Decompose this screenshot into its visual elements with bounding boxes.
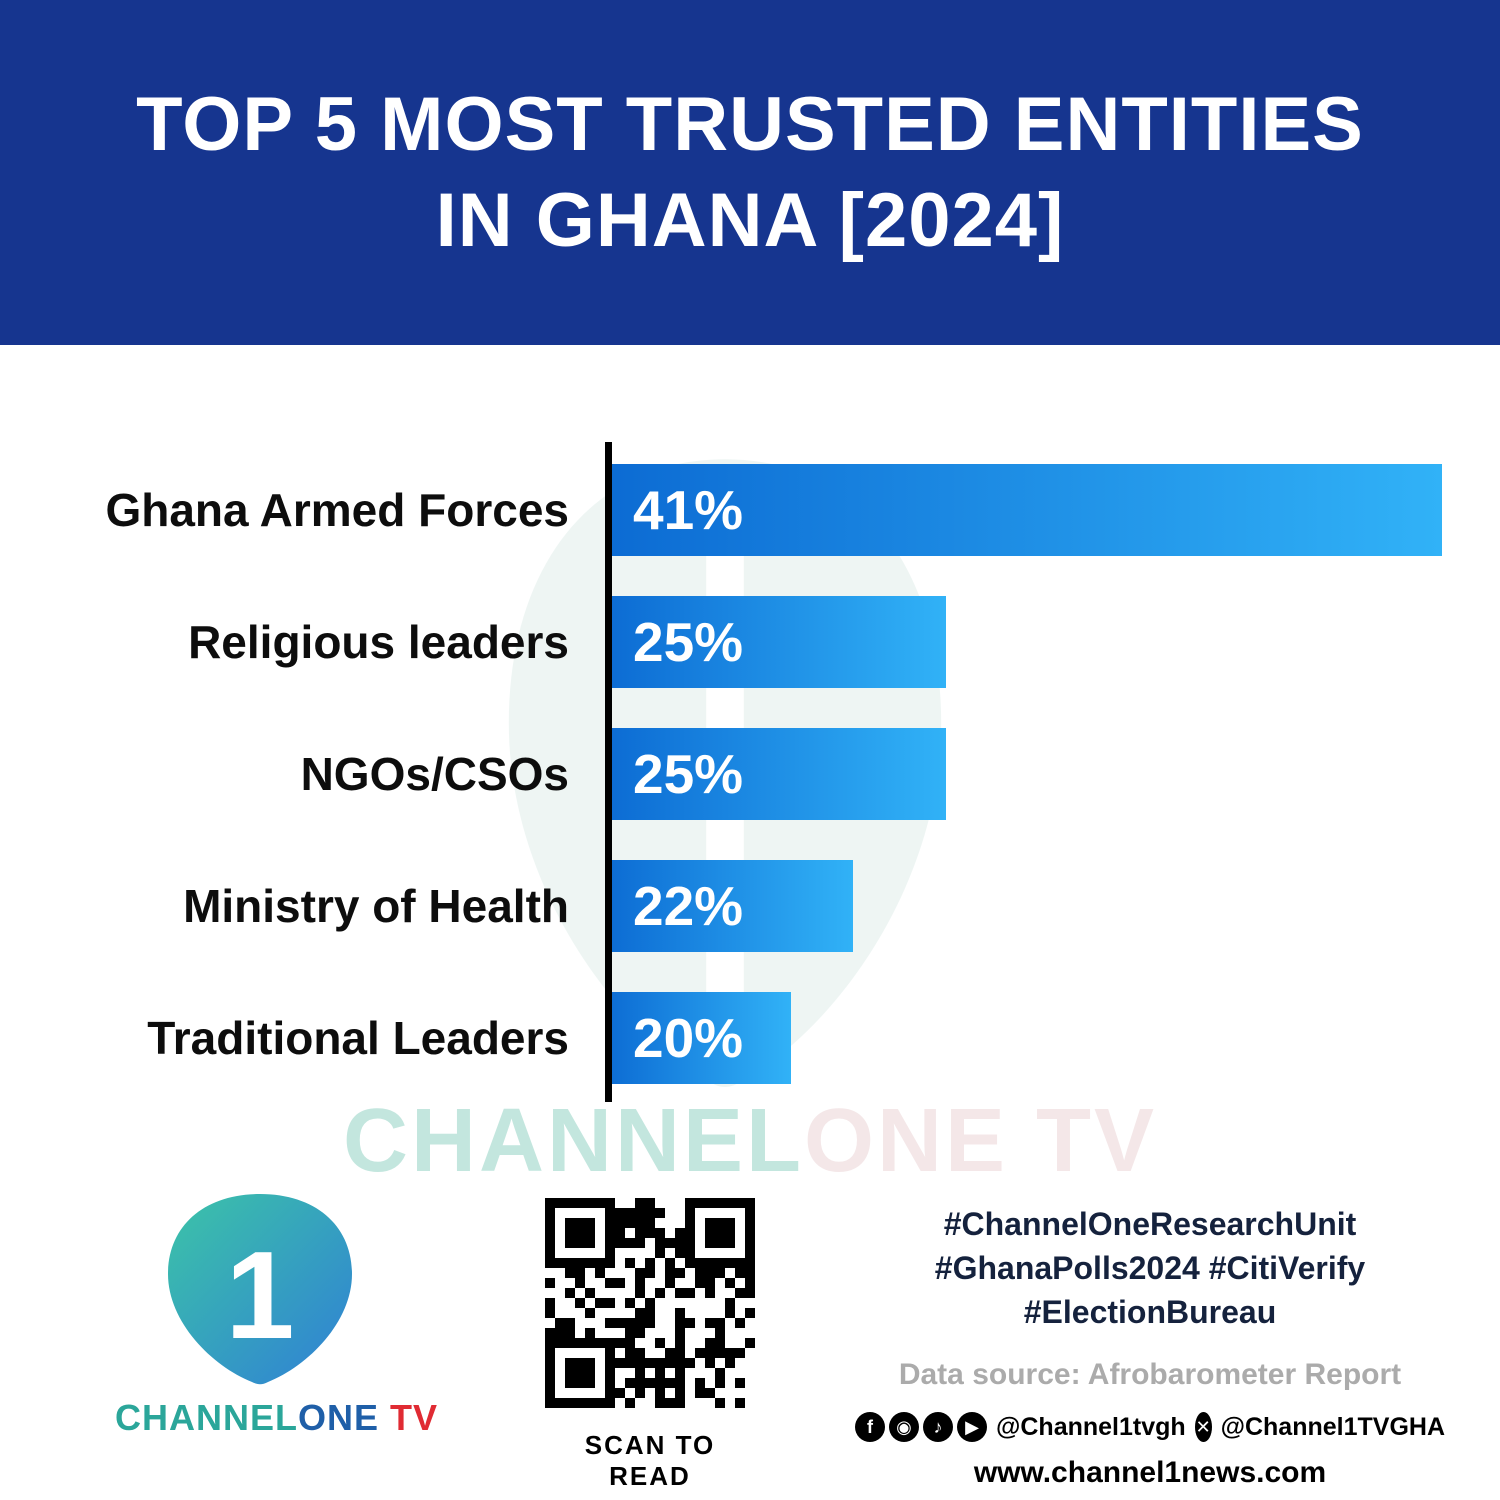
qr-caption: SCAN TO READ	[584, 1430, 716, 1491]
bar-track: 25%	[605, 728, 1442, 820]
social-row: f ◉ ♪ ▶ @Channel1tvgh ✕ @Channel1TVGHA	[855, 1412, 1445, 1442]
category-label: Religious leaders	[188, 616, 569, 668]
category-label: Ghana Armed Forces	[105, 484, 569, 536]
category-label: Ministry of Health	[183, 880, 569, 932]
footer-info: #ChannelOneResearchUnit #GhanaPolls2024 …	[855, 1202, 1445, 1490]
value-label: 25%	[633, 611, 744, 673]
bar-row: Traditional Leaders 20%	[60, 992, 1442, 1084]
category-label: NGOs/CSOs	[300, 748, 569, 800]
page-title-line2: IN GHANA [2024]	[435, 177, 1065, 263]
logo-digit: 1	[226, 1227, 295, 1365]
hashtag-line: #ElectionBureau	[1023, 1294, 1277, 1330]
value-label: 25%	[633, 743, 744, 805]
brand-one: ONE	[298, 1397, 380, 1438]
value-label: 41%	[633, 479, 744, 541]
qr-code	[545, 1198, 755, 1408]
data-source: Data source: Afrobarometer Report	[898, 1358, 1402, 1391]
social-icon-group: f ◉ ♪ ▶	[855, 1412, 987, 1442]
youtube-icon: ▶	[957, 1412, 987, 1442]
category-label: Traditional Leaders	[147, 1012, 569, 1064]
bar-row: Ministry of Health 22%	[60, 860, 1442, 952]
x-icon: ✕	[1194, 1412, 1212, 1442]
value-label: 22%	[633, 875, 744, 937]
website-url: www.channel1news.com	[973, 1456, 1327, 1489]
bar-row: Ghana Armed Forces 41%	[60, 464, 1442, 556]
brand-tv: TV	[379, 1397, 439, 1438]
bar-track: 41%	[605, 464, 1442, 556]
value-label: 20%	[633, 1007, 744, 1069]
bar-chart: Ghana Armed Forces 41% Religious leaders…	[60, 442, 1442, 1146]
bar-track: 22%	[605, 860, 1442, 952]
bar-row: NGOs/CSOs 25%	[60, 728, 1442, 820]
tiktok-icon: ♪	[923, 1412, 953, 1442]
social-handle-1: @Channel1tvgh	[996, 1412, 1186, 1441]
brand-watermark-onetv: ONE TV	[803, 1091, 1158, 1191]
brand-channel: CHANNEL	[115, 1397, 298, 1438]
bar: 41%	[605, 464, 1442, 556]
header-banner: TOP 5 MOST TRUSTED ENTITIES IN GHANA [20…	[0, 0, 1500, 345]
bar: 20%	[605, 992, 791, 1084]
page-title-line1: TOP 5 MOST TRUSTED ENTITIES	[136, 81, 1364, 167]
bar-track: 20%	[605, 992, 1442, 1084]
bar-track: 25%	[605, 596, 1442, 688]
logo-pick-icon: 1	[168, 1194, 352, 1385]
facebook-icon: f	[855, 1412, 885, 1442]
bar: 25%	[605, 728, 946, 820]
bar-row: Religious leaders 25%	[60, 596, 1442, 688]
bar-rows: Ghana Armed Forces 41% Religious leaders…	[60, 446, 1442, 1084]
instagram-icon: ◉	[889, 1412, 919, 1442]
channel-one-logo: 1 CHANNELONE TV	[115, 1190, 437, 1439]
social-handle-2: @Channel1TVGHA	[1220, 1412, 1445, 1441]
bar: 25%	[605, 596, 946, 688]
hashtags: #ChannelOneResearchUnit #GhanaPolls2024 …	[855, 1202, 1445, 1334]
bar: 22%	[605, 860, 853, 952]
axis-line	[605, 442, 612, 1102]
hashtag-line: #GhanaPolls2024 #CitiVerify	[934, 1250, 1366, 1286]
brand-watermark: CHANNELONE TV	[0, 1090, 1500, 1193]
qr-block: SCAN TO READ	[543, 1198, 757, 1492]
brand-text: CHANNELONE TV	[115, 1397, 437, 1439]
brand-watermark-channel: CHANNEL	[342, 1091, 804, 1191]
hashtag-line: #ChannelOneResearchUnit	[943, 1206, 1357, 1242]
